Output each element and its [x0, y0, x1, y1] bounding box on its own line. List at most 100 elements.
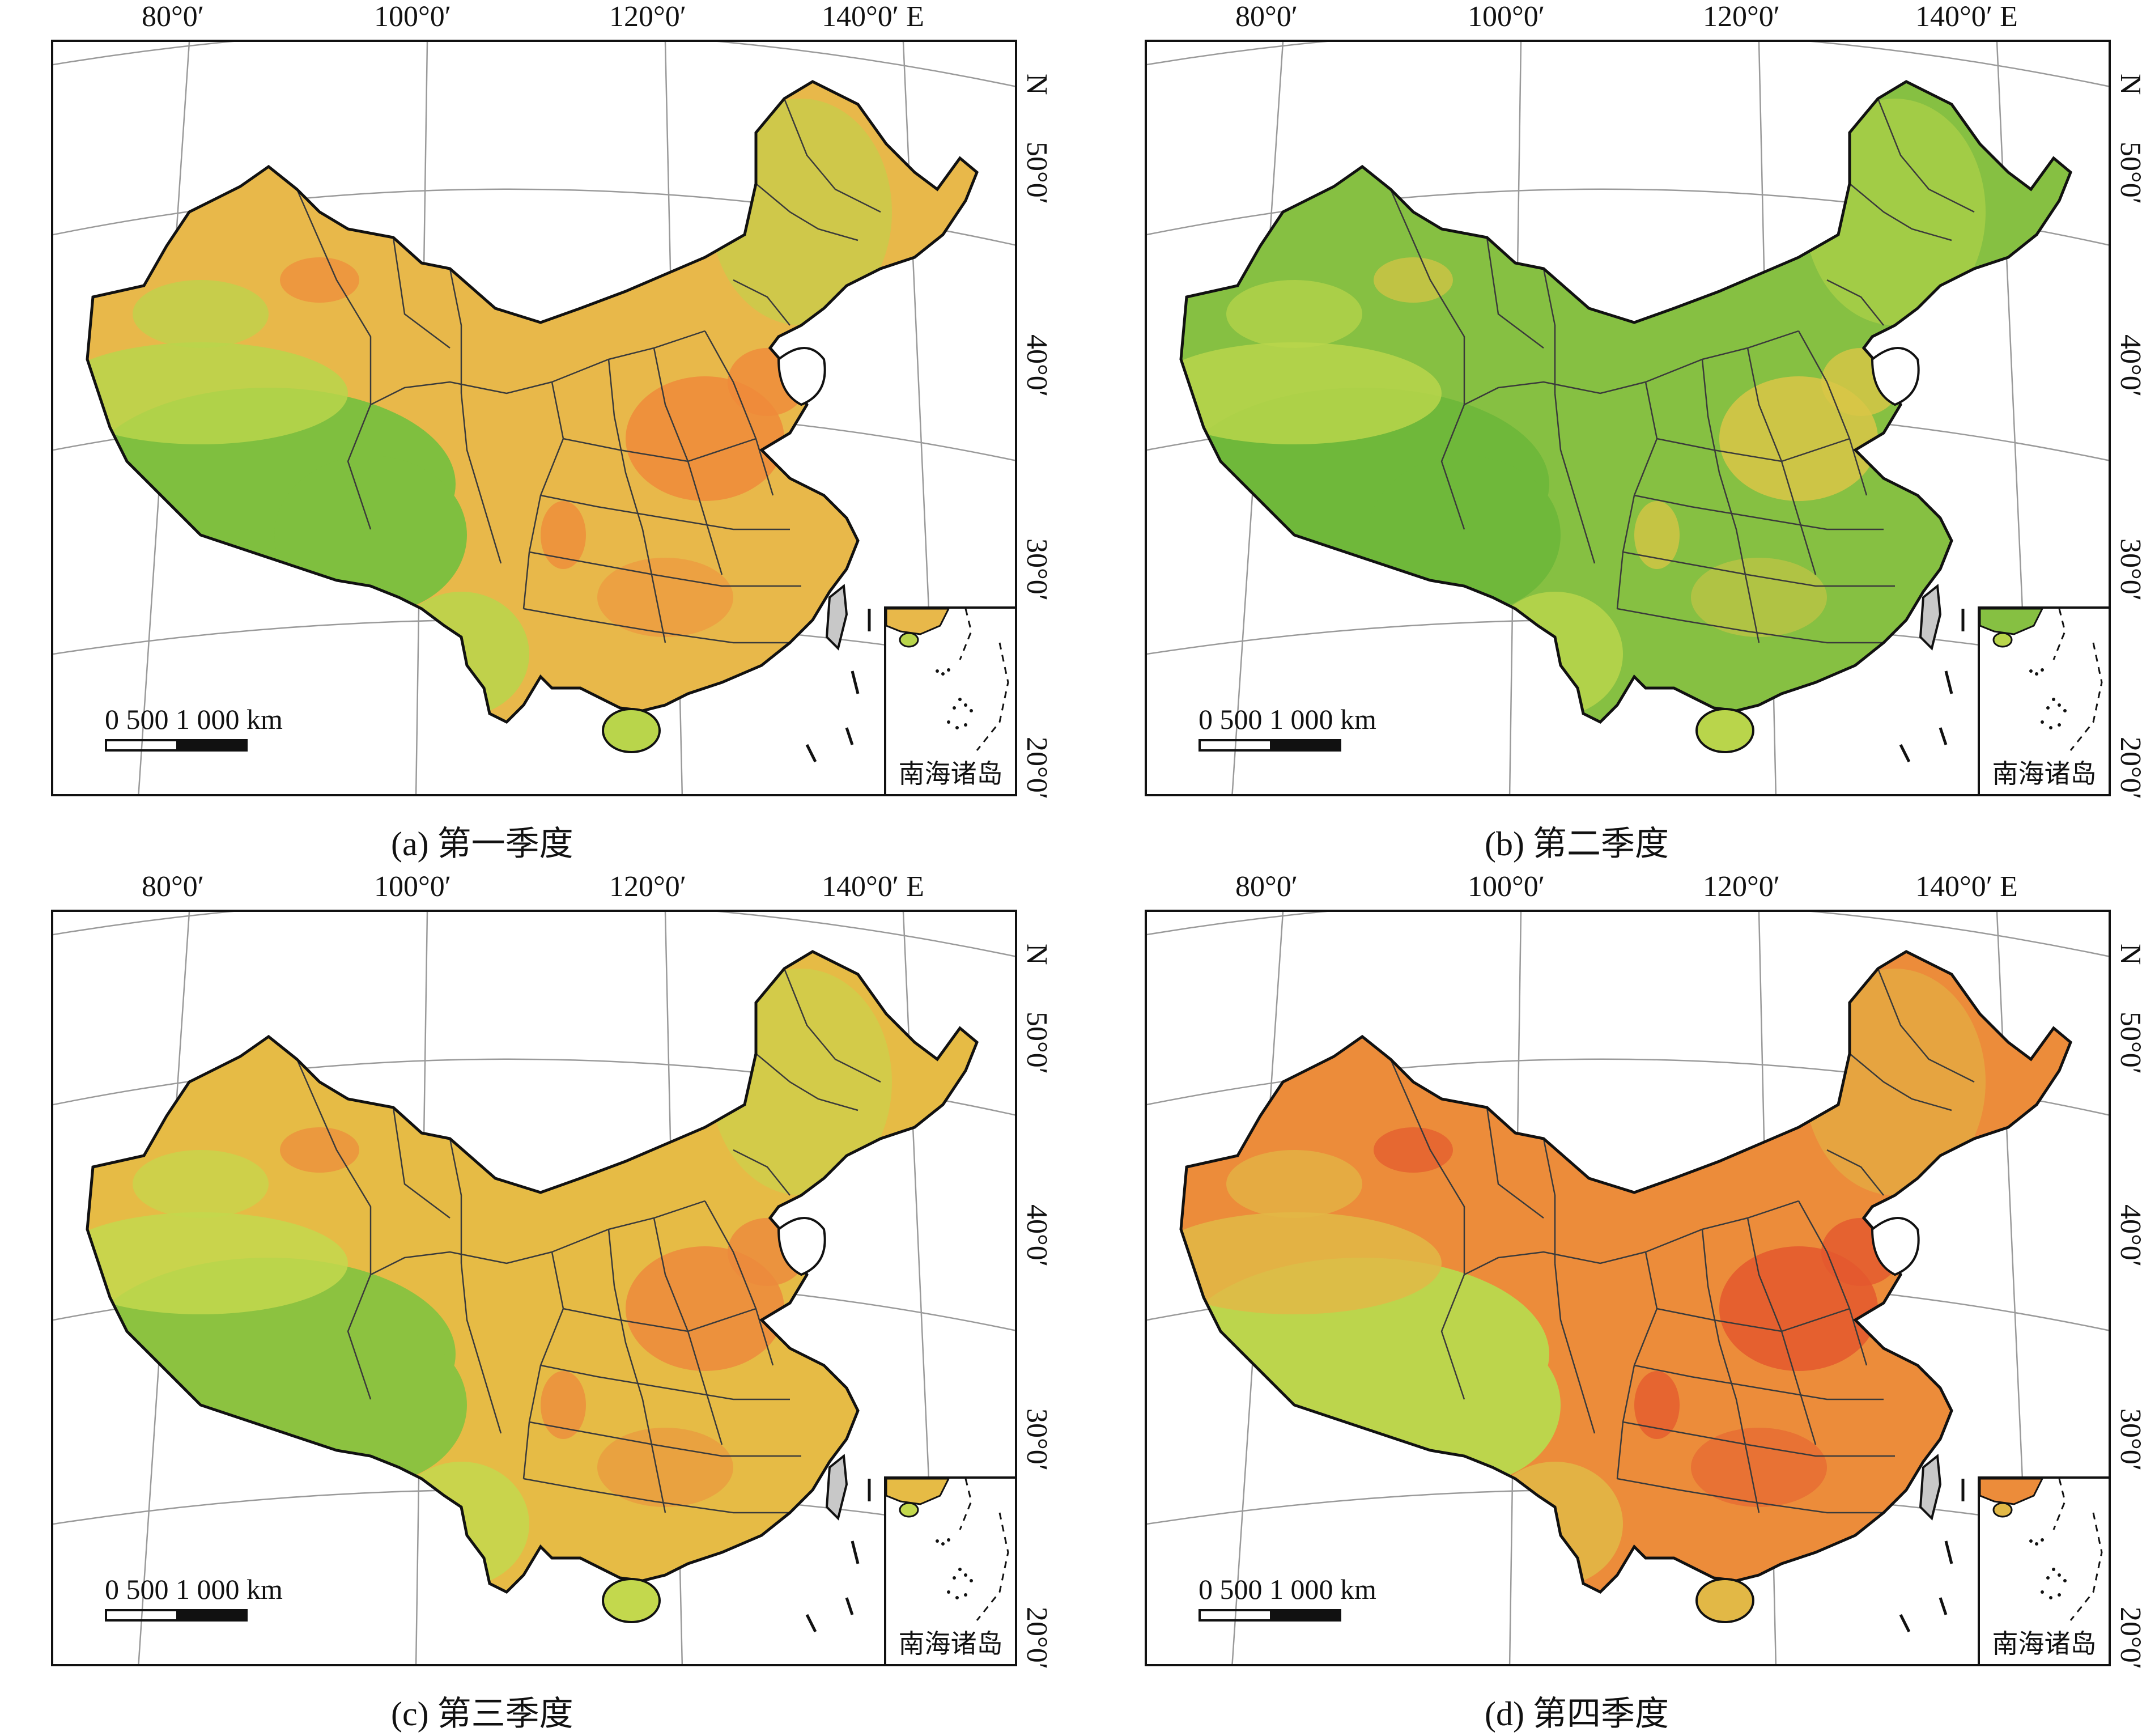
scale-bar-dark — [1270, 741, 1339, 749]
map-canvas — [53, 42, 1015, 794]
longitude-label: 100°0′ — [374, 871, 452, 903]
scale-text: 0 500 1 000 km — [1198, 1573, 1376, 1605]
scale-text: 0 500 1 000 km — [1198, 703, 1376, 735]
scale-bar-dark — [176, 741, 245, 749]
map-canvas — [1147, 42, 2109, 794]
bohai-sea — [1871, 1217, 1920, 1276]
latitude-label: 50°0′ — [1021, 1012, 1053, 1075]
latitude-label: 40°0′ — [2114, 334, 2142, 397]
maritime-boundary — [805, 609, 871, 763]
scale-bar-dark — [176, 1611, 245, 1619]
province-boundaries — [1389, 98, 1975, 644]
inset-label: 南海诸岛 — [1992, 1628, 2097, 1659]
latitude-label: 50°0′ — [2114, 142, 2142, 205]
longitude-label: 80°0′ — [142, 871, 205, 903]
bohai-sea — [777, 1217, 826, 1276]
longitude-label: 140°0′ E — [822, 871, 924, 903]
country-outline — [1179, 950, 2072, 1594]
map-canvas — [1147, 912, 2109, 1664]
maritime-boundary — [805, 1479, 871, 1633]
province-boundaries — [1389, 968, 1975, 1514]
map-panel-q3: 80°0′ 100°0′ 120°0′ 140°0′ E N 50°0′ 40°0′ 30°0… — [0, 870, 1071, 1736]
latitude-label: 40°0′ — [1021, 1204, 1053, 1267]
inset-label: 南海诸岛 — [898, 758, 1003, 789]
latitude-label: 20°0′ — [2114, 1607, 2142, 1670]
longitude-label: 80°0′ — [1235, 1, 1298, 33]
panel-caption: (a) 第一季度 — [391, 825, 573, 863]
province-boundaries — [296, 98, 881, 644]
panel-caption: (d) 第四季度 — [1485, 1695, 1669, 1733]
scale-bar-graphic — [1198, 1609, 1341, 1622]
country-outline — [86, 950, 979, 1594]
latitude-label: 30°0′ — [2114, 1408, 2142, 1471]
latitude-label: 50°0′ — [1021, 142, 1053, 205]
latitude-label: 30°0′ — [2114, 538, 2142, 601]
taiwan-island — [825, 1454, 848, 1521]
taiwan-island — [825, 584, 848, 651]
latitude-label: 40°0′ — [1021, 334, 1053, 397]
latitude-label: 20°0′ — [1021, 737, 1053, 800]
scale-bar: 0 500 1 000 km — [105, 1573, 366, 1629]
taiwan-island — [1919, 1454, 1942, 1521]
map-panel-q4: 80°0′ 100°0′ 120°0′ 140°0′ E N 50°0′ 40°0′ 30°0… — [1094, 870, 2142, 1736]
inset-label: 南海诸岛 — [1992, 758, 2097, 789]
latitude-label: 20°0′ — [2114, 737, 2142, 800]
map-frame — [51, 910, 1017, 1666]
longitude-label: 120°0′ — [609, 1, 687, 33]
scale-bar-graphic — [1198, 739, 1341, 752]
latitude-label: N — [2114, 944, 2142, 965]
latitude-label: 30°0′ — [1021, 538, 1053, 601]
bohai-sea — [777, 347, 826, 406]
longitude-label: 80°0′ — [142, 1, 205, 33]
hainan-island — [1695, 1578, 1754, 1623]
map-panel-q2: 80°0′ 100°0′ 120°0′ 140°0′ E N 50°0′ 40°0′ 30°0… — [1094, 0, 2142, 867]
latitude-label: 50°0′ — [2114, 1012, 2142, 1075]
scale-bar-graphic — [105, 1609, 248, 1622]
map-frame — [1145, 910, 2111, 1666]
country-outline — [86, 80, 979, 724]
longitude-label: 100°0′ — [1468, 871, 1545, 903]
panel-caption: (c) 第三季度 — [391, 1695, 573, 1733]
longitude-label: 80°0′ — [1235, 871, 1298, 903]
south-china-sea-inset: 南海诸岛 — [884, 606, 1017, 796]
latitude-label: N — [1021, 944, 1053, 965]
map-canvas — [53, 912, 1015, 1664]
latitude-label: 30°0′ — [1021, 1408, 1053, 1471]
country-outline — [1179, 80, 2072, 724]
south-china-sea-inset: 南海诸岛 — [884, 1476, 1017, 1666]
bohai-sea — [1871, 347, 1920, 406]
hainan-island — [602, 1578, 661, 1623]
map-panel-q1: 80°0′ 100°0′ 120°0′ 140°0′ E N 50°0′ 40°0′ 30°0… — [0, 0, 1071, 867]
longitude-label: 100°0′ — [1468, 1, 1545, 33]
province-boundaries — [296, 968, 881, 1514]
hainan-island — [602, 708, 661, 753]
longitude-label: 120°0′ — [1703, 1, 1780, 33]
latitude-label: 20°0′ — [1021, 1607, 1053, 1670]
longitude-label: 140°0′ E — [1915, 871, 2018, 903]
scale-bar: 0 500 1 000 km — [1198, 703, 1459, 759]
south-china-sea-inset: 南海诸岛 — [1978, 1476, 2111, 1666]
scale-bar-dark — [1270, 1611, 1339, 1619]
south-china-sea-inset: 南海诸岛 — [1978, 606, 2111, 796]
longitude-label: 120°0′ — [609, 871, 687, 903]
map-frame — [51, 40, 1017, 796]
map-frame — [1145, 40, 2111, 796]
inset-label: 南海诸岛 — [898, 1628, 1003, 1659]
longitude-label: 100°0′ — [374, 1, 452, 33]
panel-caption: (b) 第二季度 — [1485, 825, 1669, 863]
latitude-label: N — [2114, 74, 2142, 95]
scale-bar-graphic — [105, 739, 248, 752]
latitude-label: 40°0′ — [2114, 1204, 2142, 1267]
latitude-label: N — [1021, 74, 1053, 95]
longitude-label: 140°0′ E — [822, 1, 924, 33]
longitude-label: 120°0′ — [1703, 871, 1780, 903]
scale-bar: 0 500 1 000 km — [1198, 1573, 1459, 1629]
maritime-boundary — [1899, 1479, 1965, 1633]
scale-bar: 0 500 1 000 km — [105, 703, 366, 759]
maritime-boundary — [1899, 609, 1965, 763]
longitude-label: 140°0′ E — [1915, 1, 2018, 33]
scale-text: 0 500 1 000 km — [105, 703, 283, 735]
hainan-island — [1695, 708, 1754, 753]
taiwan-island — [1919, 584, 1942, 651]
scale-text: 0 500 1 000 km — [105, 1573, 283, 1605]
